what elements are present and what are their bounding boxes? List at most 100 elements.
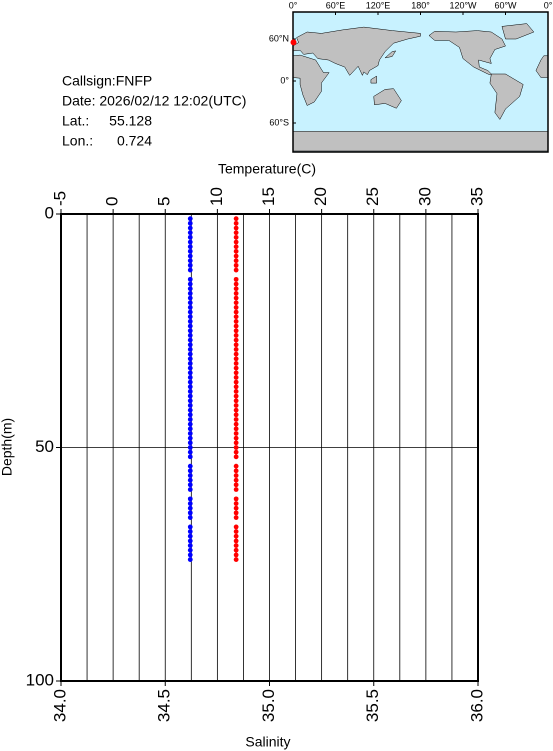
profile-point — [187, 244, 193, 250]
x2-axis-title: Salinity — [245, 734, 290, 750]
profile-point — [187, 482, 193, 488]
profile-point — [187, 538, 193, 544]
profile-point — [187, 267, 193, 273]
profile-point — [187, 379, 193, 385]
x-tick-label: -5 — [50, 191, 69, 206]
profile-point — [233, 220, 239, 226]
profile-point — [233, 216, 239, 222]
profile-point — [187, 216, 193, 222]
profile-point — [233, 300, 239, 306]
map-x-tick-label: 0° — [544, 0, 553, 10]
profile-point — [233, 463, 239, 469]
profile-point — [233, 487, 239, 492]
profile-point — [187, 463, 193, 469]
x-tick-label: 25 — [363, 187, 382, 206]
x-tick-label: 15 — [259, 187, 278, 206]
profile-point — [187, 389, 193, 394]
profile-point — [187, 421, 193, 427]
profile-point — [187, 501, 193, 506]
profile-point — [187, 515, 193, 520]
continent — [428, 30, 506, 76]
profile-point — [187, 281, 193, 287]
profile-point — [187, 384, 193, 390]
profile-point — [187, 305, 193, 310]
profile-point — [187, 393, 193, 399]
profile-point — [187, 552, 193, 558]
profile-point — [187, 234, 193, 240]
profile-point — [233, 248, 239, 254]
profile-point — [233, 305, 239, 310]
profile-point — [233, 431, 239, 436]
profile-point — [233, 319, 239, 324]
profile-point — [187, 529, 193, 534]
profile-point — [233, 538, 239, 544]
profile-point — [233, 244, 239, 250]
profile-point — [233, 309, 239, 315]
profile-point — [187, 300, 193, 306]
y-tick-label: 100 — [26, 670, 54, 689]
x-axis-title: Temperature(C) — [218, 161, 316, 177]
profile-point — [233, 547, 239, 553]
profile-point — [233, 407, 239, 413]
profile-point — [187, 356, 193, 362]
profile-point — [187, 333, 193, 338]
profile-point — [233, 262, 239, 268]
x-tick-label: 10 — [207, 187, 226, 206]
profile-point — [233, 515, 239, 520]
y-tick-label: 0 — [45, 203, 54, 222]
profile-point — [233, 384, 239, 390]
profile-point — [233, 398, 239, 404]
map-x-tick-label: 120°W — [449, 0, 477, 10]
lon-label: Lon.: — [62, 133, 93, 149]
x-tick-label: 30 — [415, 187, 434, 206]
profile-point — [187, 473, 193, 478]
float-position — [290, 39, 297, 46]
profile-point — [233, 533, 239, 539]
x2-tick-label: 35.5 — [363, 689, 382, 722]
map-x-tick-label: 60°W — [494, 0, 517, 10]
profile-point — [187, 547, 193, 553]
profile-point — [233, 239, 239, 245]
profile-point — [233, 473, 239, 478]
profile-point — [187, 445, 193, 450]
profile-point — [233, 482, 239, 488]
profile-point — [187, 347, 193, 352]
profile-point — [187, 309, 193, 315]
profile-point — [233, 290, 239, 296]
x-tick-label: 0 — [103, 197, 122, 206]
profile-point — [187, 253, 193, 259]
x2-tick-label: 35.0 — [259, 689, 278, 722]
profile-point — [233, 529, 239, 534]
profile-point — [187, 407, 193, 413]
profile-point — [187, 412, 193, 418]
continent — [292, 131, 549, 152]
continent — [370, 75, 377, 84]
profile-point — [187, 449, 193, 455]
profile-point — [187, 543, 193, 548]
profile-point — [233, 337, 239, 343]
profile-point — [233, 435, 239, 441]
profile-point — [233, 379, 239, 385]
profile-point — [233, 347, 239, 352]
profile-point — [187, 258, 193, 264]
profile-point — [187, 262, 193, 268]
profile-point — [187, 295, 193, 301]
profile-point — [187, 557, 193, 562]
profile-point — [233, 342, 239, 348]
profile-point — [233, 454, 239, 460]
x2-tick-label: 34.5 — [155, 689, 174, 722]
profile-point — [233, 267, 239, 273]
map-x-tick-label: 120°E — [366, 0, 391, 10]
x-tick-label: 35 — [467, 187, 486, 206]
profile-point — [233, 417, 239, 422]
profile-point — [233, 449, 239, 455]
profile-point — [187, 342, 193, 348]
profile-point — [233, 314, 239, 320]
profile-point — [233, 477, 239, 483]
profile-point — [187, 398, 193, 404]
map-x-tick-label: 180° — [411, 0, 430, 10]
profile-point — [233, 426, 239, 432]
profile-point — [187, 375, 193, 380]
profile-point — [187, 230, 193, 236]
